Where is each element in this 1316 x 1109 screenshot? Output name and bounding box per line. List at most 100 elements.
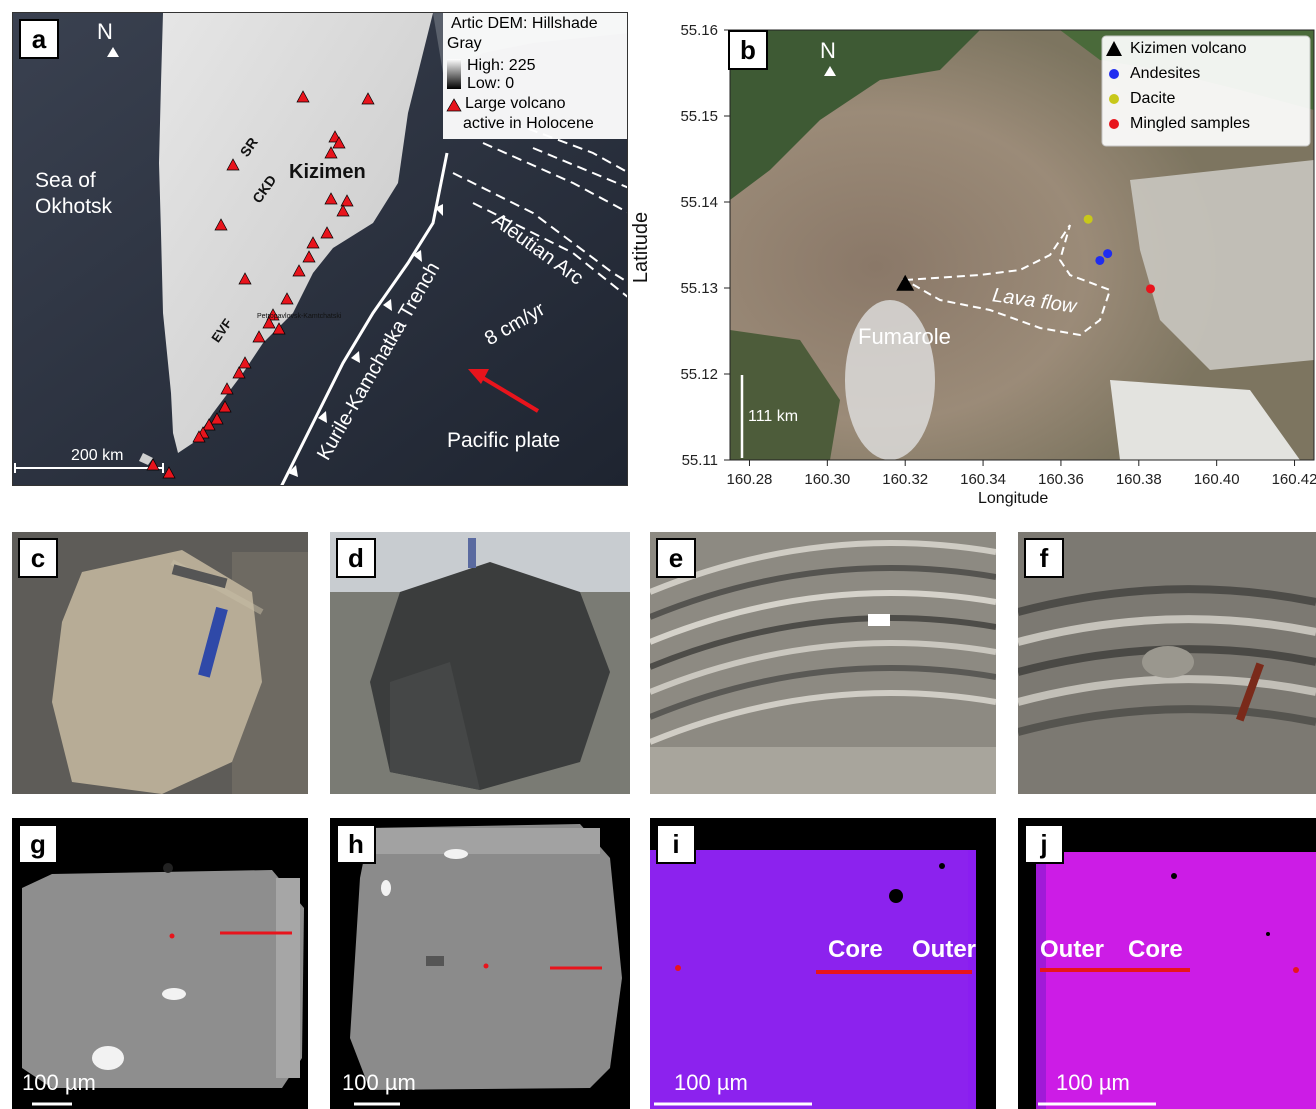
spot-h: [483, 963, 489, 969]
xtick-label: 160.40: [1194, 471, 1240, 488]
scale-bar-a: [14, 463, 164, 473]
volcano-marker: [320, 226, 334, 239]
legend-circle-icon: [1109, 69, 1119, 79]
panel-h-bse: h 100 µm: [330, 818, 630, 1109]
panel-e-label: e: [656, 538, 696, 578]
hammer-f-icon: [1235, 662, 1265, 722]
scale-label-g: 100 µm: [22, 1070, 96, 1095]
volcano-marker: [324, 146, 338, 159]
kizimen-label: Kizimen: [289, 161, 366, 183]
satellite-image: [730, 30, 1314, 460]
axes-b: 55.16 55.15 55.14 55.13 55.12 55.11 160.28 160.…: [680, 22, 1316, 488]
crystal-j: [1036, 852, 1316, 1109]
crystal-h: [350, 824, 622, 1090]
fumarole-plume: [845, 300, 935, 460]
volcano-marker: [262, 316, 276, 329]
legend-a-gray-ramp: [447, 59, 461, 89]
panel-c-label: c: [18, 538, 58, 578]
volcano-markers: [146, 90, 375, 479]
inclusion-g-1: [162, 988, 186, 1000]
banded-lava-e: [650, 540, 996, 745]
volcano-marker: [361, 92, 375, 105]
panel-g-label: g: [18, 824, 58, 864]
volcano-marker: [336, 204, 350, 217]
legend-a-volcano-2: active in Holocene: [463, 115, 594, 132]
ytick-label: 55.16: [680, 22, 718, 39]
outer-label-i: Outer: [912, 936, 977, 963]
volcano-marker: [272, 322, 286, 335]
ytick-label: 55.12: [680, 366, 718, 383]
volcano-marker: [238, 356, 252, 369]
scale-label-j: 100 µm: [1056, 1070, 1130, 1095]
legend-a-high: High: 225: [467, 57, 536, 74]
map-a-svg: [13, 13, 627, 485]
scale-label-b: 111 km: [748, 408, 799, 425]
photo-d-svg: [330, 532, 630, 794]
legend-a-title-2: Gray: [447, 35, 482, 52]
forest-top-right: [1060, 30, 1314, 110]
legend-circle-icon: [1109, 119, 1119, 129]
ytick-label: 55.13: [680, 280, 718, 297]
legend-b-item-2: Dacite: [1130, 90, 1176, 107]
volcano-marker: [292, 264, 306, 277]
legend-a-volcano-1: Large volcano: [465, 95, 566, 112]
bse-h-svg: [350, 824, 622, 1106]
ytick-label: 55.11: [682, 452, 718, 469]
volcano-marker: [146, 458, 160, 471]
volcano-marker: [162, 466, 176, 479]
hammer-d-icon: [468, 538, 476, 568]
panel-f-label: f: [1024, 538, 1064, 578]
volcano-marker: [324, 192, 338, 205]
dacite-sample-point: [1083, 214, 1093, 224]
hammer-c-icon: [198, 606, 228, 678]
lava-flow-outline: [901, 224, 1112, 337]
volcano-marker: [280, 292, 294, 305]
sample-points: [896, 214, 1155, 294]
xtick-label: 160.34: [960, 471, 1006, 488]
volcano-marker: [340, 194, 354, 207]
lowland-left: [730, 330, 840, 460]
volcano-marker: [252, 330, 266, 343]
snow-right: [1130, 160, 1314, 370]
panel-a-label: a: [19, 19, 59, 59]
lava-flow-label: Lava flow: [990, 284, 1078, 318]
scale-label-h: 100 µm: [342, 1070, 416, 1095]
core-label-i: Core: [828, 936, 883, 963]
crystal-g: [22, 870, 304, 1088]
volcano-marker: [192, 430, 206, 443]
volcano-marker: [302, 250, 316, 263]
panel-j-map: j Outer Core 100 µm: [1018, 818, 1316, 1109]
forest-top-left: [730, 30, 980, 200]
photo-e-svg: [650, 532, 996, 794]
scale-label-i: 100 µm: [674, 1070, 748, 1095]
xtick-label: 160.30: [804, 471, 850, 488]
north-arrow-icon: [107, 47, 119, 57]
panel-b-label: b: [728, 30, 768, 70]
kamchatka-peninsula: [159, 13, 433, 453]
boulder-c: [52, 550, 262, 794]
volcano-marker: [220, 382, 234, 395]
legend-b-symbols: [1106, 41, 1122, 129]
map-i-svg: [650, 850, 976, 1109]
plate-label: Pacific plate: [447, 429, 561, 452]
trench-line: [280, 152, 449, 485]
xlabel-b: Longitude: [978, 490, 1049, 507]
city-label: Petropavlovsk-Kamtchatski: [257, 313, 342, 320]
panel-g-bse: g 100 µm: [12, 818, 308, 1109]
legend-volcano-triangle-icon: [1106, 41, 1122, 56]
volcano-marker: [226, 158, 240, 171]
legend-circle-icon: [1109, 94, 1119, 104]
panel-d-photo: d: [330, 532, 630, 794]
map-j-svg: [1036, 852, 1316, 1109]
spot-j: [1293, 967, 1299, 973]
ytick-label: 55.15: [680, 108, 718, 125]
panel-i-label: i: [656, 824, 696, 864]
xtick-label: 160.32: [882, 471, 928, 488]
legend-b-item-0: Kizimen volcano: [1130, 40, 1247, 57]
banded-lava-f: [1018, 585, 1316, 736]
legend-b-box: [1101, 35, 1311, 147]
snow-bottom-right: [1110, 380, 1300, 460]
inclusion-g-2: [92, 1046, 124, 1070]
legend-volcano-icon: [446, 98, 462, 112]
sea-label-2: Okhotsk: [35, 195, 113, 218]
